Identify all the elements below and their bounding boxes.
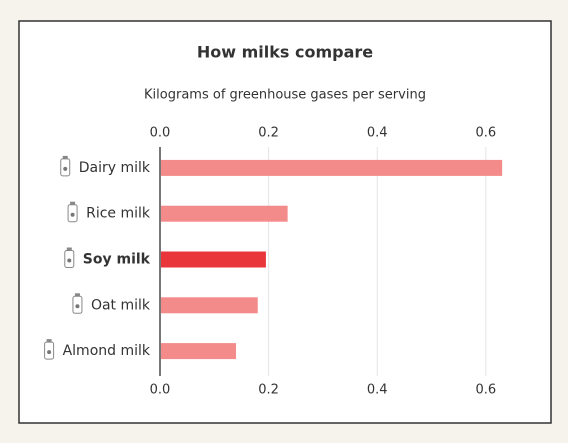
y-tick-label: Rice milk (86, 206, 151, 222)
milk-icon-cap (70, 201, 76, 205)
chart-subtitle: Kilograms of greenhouse gases per servin… (144, 88, 426, 103)
bar (160, 251, 266, 268)
x-tick-label: 0.6 (476, 126, 497, 141)
y-tick-label: Oat milk (91, 297, 151, 313)
milk-icon-cap (66, 247, 72, 251)
y-tick-label: Dairy milk (79, 160, 151, 176)
chart-frame (18, 20, 552, 424)
x-tick-label: 0.4 (367, 126, 388, 141)
milk-icon-dot (70, 212, 75, 217)
milk-icon-cap (74, 293, 80, 297)
bar (160, 205, 288, 222)
bar (160, 297, 258, 314)
x-tick-label: 0.6 (476, 383, 497, 398)
x-tick-label: 0.2 (258, 126, 279, 141)
y-tick-label: Soy milk (83, 252, 151, 268)
milk-icon-dot (47, 350, 52, 355)
milk-icon-dot (63, 166, 68, 171)
x-tick-label: 0.4 (367, 383, 388, 398)
chart-title: How milks compare (197, 43, 373, 62)
x-tick-label: 0.0 (150, 383, 171, 398)
bar (160, 343, 237, 360)
milk-icon-dot (75, 304, 80, 309)
milk-icon-cap (46, 339, 52, 343)
milk-icon-dot (67, 258, 72, 263)
bar (160, 159, 503, 176)
x-tick-label: 0.0 (150, 126, 171, 141)
y-tick-label: Almond milk (63, 343, 151, 359)
milk-icon-cap (62, 155, 68, 159)
x-tick-label: 0.2 (258, 383, 279, 398)
